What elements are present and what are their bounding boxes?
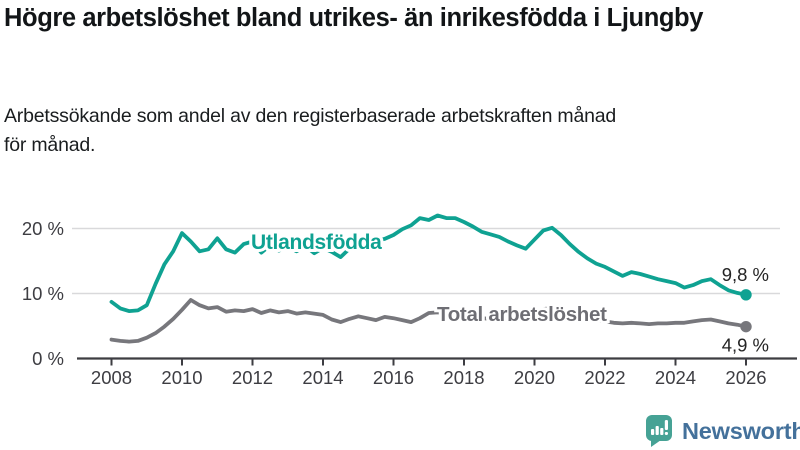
y-tick-label: 10 %: [22, 283, 64, 304]
x-tick-label-2022: 2022: [584, 367, 625, 388]
x-tick-label-2018: 2018: [443, 367, 484, 388]
x-tick-label-2008: 2008: [91, 367, 132, 388]
x-tick-label-2016: 2016: [373, 367, 414, 388]
x-tick-label-2024: 2024: [655, 367, 696, 388]
x-tick-label-2026: 2026: [725, 367, 766, 388]
x-tick-label-2020: 2020: [514, 367, 555, 388]
bar-chart-speech-bubble-icon: [646, 415, 672, 447]
series-line-utlandsfodda: [109, 213, 748, 314]
series-line-total-arbetsloshet: [109, 298, 748, 344]
y-tick-label: 0 %: [32, 348, 64, 369]
series-label-total-arbetsloshet: Total arbetslöshet: [437, 303, 607, 326]
chart-title: Högre arbetslöshet bland utrikes- än inr…: [4, 4, 704, 32]
end-value-label-total-arbetsloshet: 4,9 %: [722, 335, 769, 356]
y-tick-label: 20 %: [22, 218, 64, 239]
x-tick-label-2010: 2010: [161, 367, 202, 388]
x-tick-label-2012: 2012: [232, 367, 273, 388]
chart-subtitle: Arbetssökande som andel av den registerb…: [4, 105, 617, 157]
end-dot-utlandsfodda: [740, 289, 752, 301]
x-tick-label-2014: 2014: [302, 367, 343, 388]
series-label-utlandsfodda: Utlandsfödda: [251, 231, 382, 254]
newsworthy-wordmark: Newsworthy: [682, 417, 800, 444]
end-dot-total-arbetsloshet: [740, 320, 752, 333]
end-value-label-utlandsfodda: 9,8 %: [722, 264, 769, 285]
newsworthy-logo: Newsworthy: [645, 414, 800, 448]
